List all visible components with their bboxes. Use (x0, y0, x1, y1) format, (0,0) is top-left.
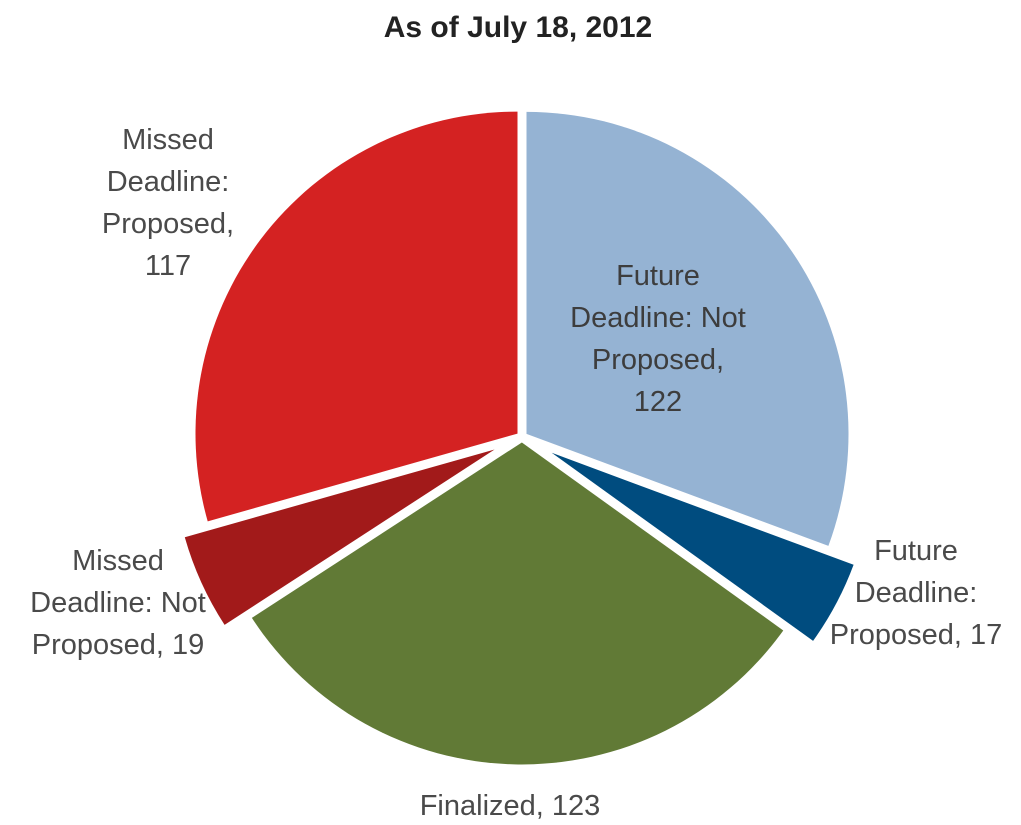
slice-label-1-line-1: Future (616, 260, 700, 292)
slice-label-2: Future Deadline: Proposed, 17 (830, 535, 1003, 651)
pie-slice-4 (184, 449, 495, 625)
slice-label-4-line-3: Proposed, 19 (32, 629, 205, 661)
slice-label-2-line-3: Proposed, 17 (830, 619, 1003, 651)
chart-title: As of July 18, 2012 (384, 11, 652, 44)
pie-slice-5 (195, 111, 518, 522)
pie-slice-2 (551, 452, 854, 641)
pie-slices (184, 111, 854, 765)
slice-label-5-line-4: 117 (145, 250, 191, 282)
slice-label-1-line-4: 122 (634, 386, 682, 418)
slice-label-5-line-1: Missed (122, 124, 214, 156)
slice-label-1-line-2: Deadline: Not (570, 302, 746, 334)
slice-label-5: Missed Deadline: Proposed, 117 (102, 124, 234, 282)
slice-label-3-line-1: Finalized, 123 (420, 790, 601, 822)
slice-label-1-line-3: Proposed, (592, 344, 724, 376)
slice-label-5-line-2: Deadline: (107, 166, 230, 198)
slice-label-4-line-1: Missed (72, 545, 164, 577)
slice-label-4-line-2: Deadline: Not (30, 587, 206, 619)
slice-label-5-line-3: Proposed, (102, 208, 234, 240)
slice-label-4: Missed Deadline: Not Proposed, 19 (30, 545, 206, 661)
slice-label-3: Finalized, 123 (420, 790, 601, 822)
slice-label-1: Future Deadline: Not Proposed, 122 (570, 260, 746, 418)
pie-slice-3 (251, 442, 784, 765)
slice-label-2-line-1: Future (874, 535, 958, 567)
slice-labels: Future Deadline: Not Proposed, 122 Future Dea… (30, 124, 1002, 822)
slice-label-2-line-2: Deadline: (855, 577, 978, 609)
pie-slice-1 (526, 111, 849, 546)
